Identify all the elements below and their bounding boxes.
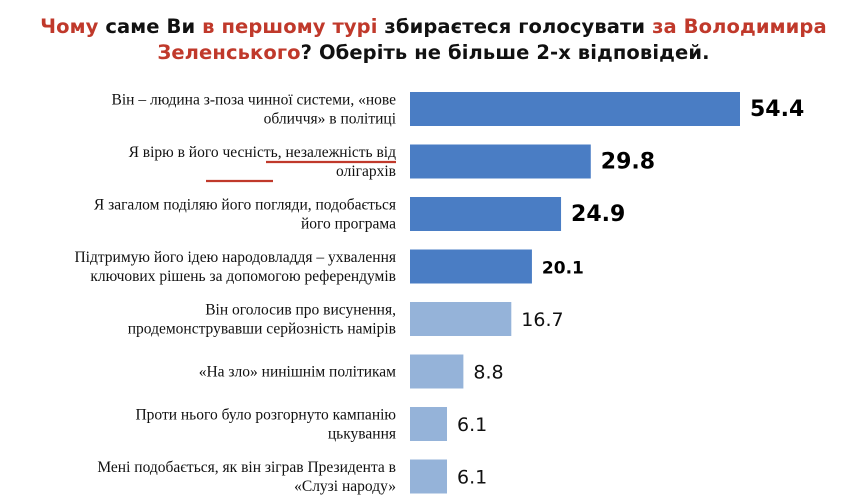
bar-1	[410, 92, 740, 126]
bar-7	[410, 407, 448, 441]
bar-8	[410, 459, 448, 494]
title-line-1-part-1: саме Ви	[98, 15, 203, 38]
bar-3	[410, 197, 562, 231]
annotations	[206, 160, 396, 183]
value-label-1: 54.4	[750, 97, 804, 122]
category-label-4-line-1: Підтримую його ідею народовладдя – ухвал…	[74, 249, 396, 266]
title-line-1-part-3: збираєтеся голосувати	[377, 15, 653, 38]
category-label-1-line-1: Він – людина з-поза чинної системи, «нов…	[112, 92, 397, 109]
bar-2	[410, 144, 591, 179]
value-label-6: 8.8	[473, 362, 503, 384]
category-label-6-line-1: «На зло» нинішнім політикам	[199, 364, 396, 381]
category-labels: Він – людина з-поза чинної системи, «нов…	[74, 92, 396, 496]
bar-5	[410, 302, 512, 336]
category-label-8-line-1: Мені подобається, як він зіграв Президен…	[97, 459, 396, 476]
category-label-3-line-2: його програма	[301, 216, 396, 233]
category-label-3-line-1: Я загалом поділяю його погляди, подобаєт…	[94, 197, 396, 214]
title-line-2-part-1: ? Оберіть не більше 2-х відповідей.	[300, 41, 710, 64]
title-line-2-part-0: Зеленського	[157, 41, 301, 64]
title-line-1: Чому саме Ви в першому турі збираєтеся г…	[0, 14, 867, 40]
category-label-5-line-1: Він оголосив про висунення,	[205, 302, 396, 319]
category-label-7-line-2: цькування	[328, 426, 396, 443]
bars	[410, 92, 740, 494]
value-label-4: 20.1	[542, 259, 584, 279]
bar-6	[410, 354, 464, 389]
title-line-2: Зеленського? Оберіть не більше 2-х відпо…	[0, 40, 867, 66]
category-label-4-line-2: ключових рішень за допомогою референдумі…	[90, 268, 396, 285]
value-label-8: 6.1	[457, 467, 487, 489]
title-line-1-part-4: за Володимира	[652, 15, 827, 38]
value-label-2: 29.8	[601, 150, 655, 175]
value-label-7: 6.1	[457, 414, 487, 436]
title-line-1-part-2: в першому турі	[202, 15, 378, 38]
category-label-7-line-1: Проти нього було розгорнуто кампанію	[135, 407, 396, 424]
category-label-1-line-2: обличчя» в політиці	[264, 111, 397, 128]
category-label-8-line-2: «Слузі народу»	[294, 478, 396, 495]
bar-4	[410, 249, 532, 284]
category-label-5-line-2: продемонструвавши серйозність намірів	[128, 321, 396, 338]
value-label-3: 24.9	[571, 202, 625, 227]
value-label-5: 16.7	[521, 309, 563, 331]
category-label-2-line-1: Я вірю в його чесність, незалежність від	[129, 144, 397, 161]
title-line-1-part-0: Чому	[40, 15, 99, 38]
value-labels: 54.4 29.8 24.9 20.1 16.7 8.8 6.1 6.1	[457, 97, 804, 489]
chart-title: Чому саме Ви в першому турі збираєтеся г…	[0, 14, 867, 66]
category-label-2-line-2: олігархів	[336, 163, 396, 180]
